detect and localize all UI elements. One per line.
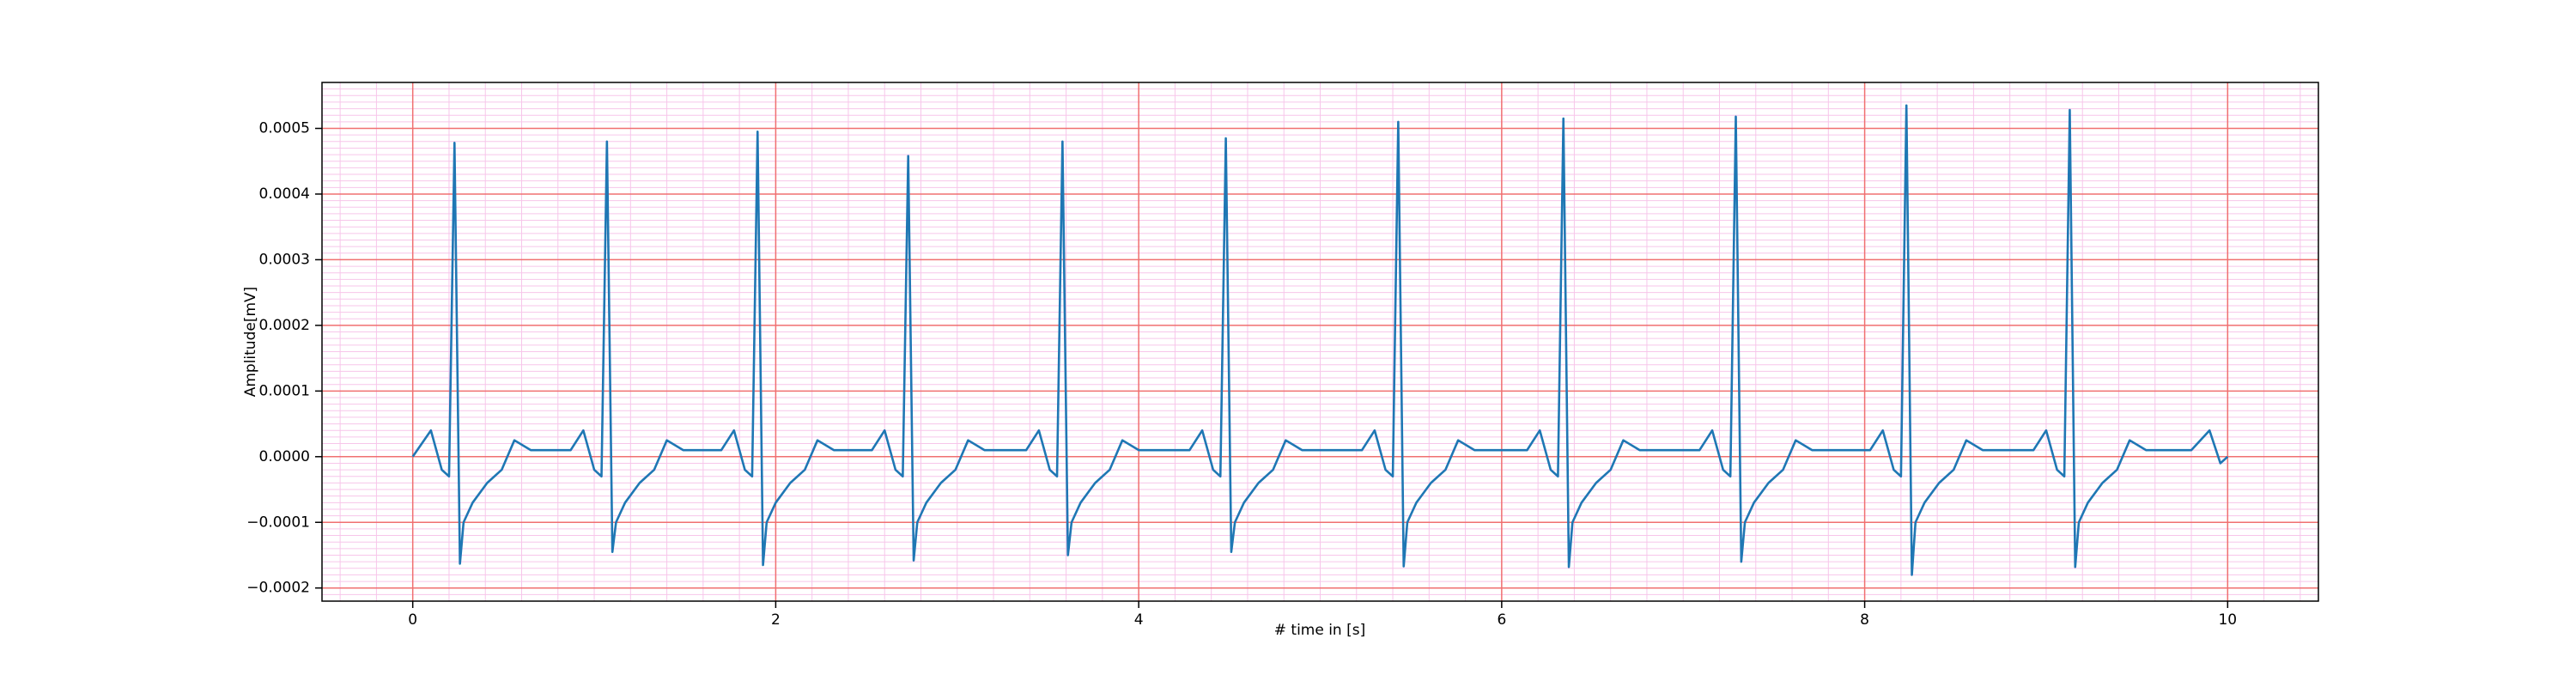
plot (411, 104, 2229, 576)
signal-line (411, 104, 2229, 576)
minor-grid (322, 82, 2318, 601)
y-tick-label: 0.0003 (259, 251, 310, 268)
y-tick-label: 0.0005 (259, 120, 310, 137)
x-tick-label: 6 (1497, 611, 1506, 629)
x-tick-label: 10 (2218, 611, 2237, 629)
y-tick-label: −0.0002 (246, 580, 310, 597)
y-tick-label: 0.0001 (259, 382, 310, 399)
y-tick-label: 0.0000 (259, 448, 310, 465)
y-tick-label: −0.0001 (246, 514, 310, 531)
major-grid (322, 82, 2318, 601)
plot-frame (321, 82, 2319, 602)
y-tick-label: 0.0004 (259, 185, 310, 203)
x-tick-label: 4 (1134, 611, 1144, 629)
x-tick-label: 8 (1860, 611, 1869, 629)
y-tick-label: 0.0002 (259, 317, 310, 334)
x-tick-label: 2 (771, 611, 781, 629)
x-axis-label: # time in [s] (1274, 622, 1365, 639)
y-axis-label: Amplitude[mV] (242, 287, 259, 398)
x-tick-label: 0 (408, 611, 417, 629)
